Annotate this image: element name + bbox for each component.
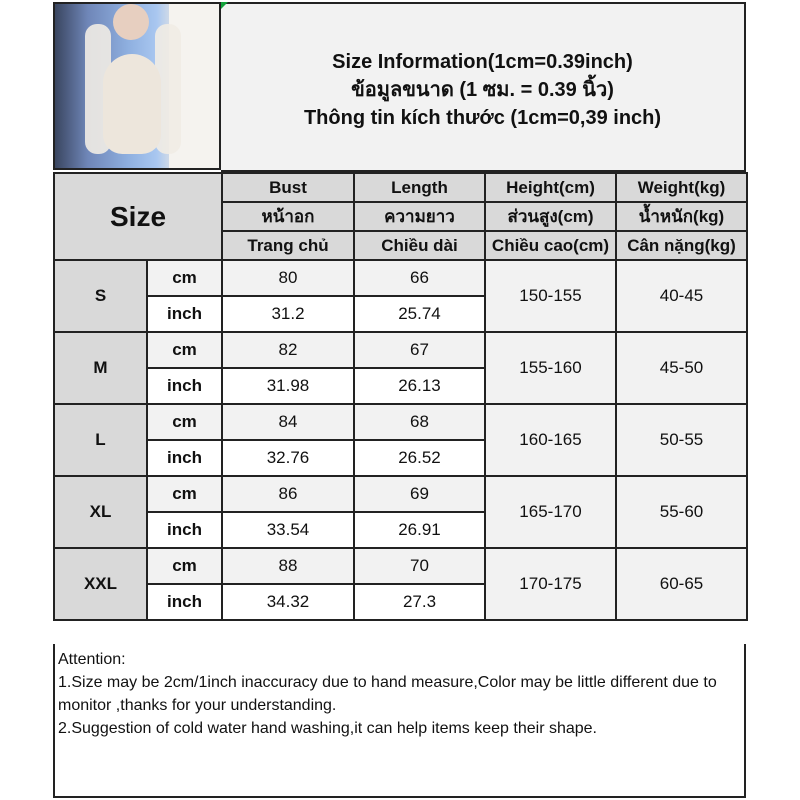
height-range: 150-155 <box>484 259 617 333</box>
size-label: M <box>53 331 148 405</box>
size-label: S <box>53 259 148 333</box>
height-range: 170-175 <box>484 547 617 621</box>
length-cm: 69 <box>353 475 486 513</box>
height-range: 155-160 <box>484 331 617 405</box>
note-1: 1.Size may be 2cm/1inch inaccuracy due t… <box>58 674 717 714</box>
title-line-th: ข้อมูลขนาด (1 ซม. = 0.39 นิ้ว) <box>351 79 614 101</box>
unit-cm: cm <box>146 259 223 297</box>
notes-heading: Attention: <box>58 651 126 668</box>
size-chart: Size Information(1cm=0.39inch) ข้อมูลขนา… <box>53 2 748 798</box>
bust-inch: 34.32 <box>221 583 355 621</box>
attention-notes: Attention: 1.Size may be 2cm/1inch inacc… <box>53 644 746 798</box>
unit-inch: inch <box>146 295 223 333</box>
weight-range: 40-45 <box>615 259 748 333</box>
comment-marker-icon <box>221 2 228 9</box>
size-table: Size Bust Length Height(cm) Weight(kg) ห… <box>53 172 748 621</box>
size-row-inch: inch 31.2 25.74 <box>54 295 747 333</box>
col-weight-en: Weight(kg) <box>615 172 748 203</box>
bust-cm: 82 <box>221 331 355 369</box>
length-cm: 67 <box>353 331 486 369</box>
length-inch: 26.91 <box>353 511 486 549</box>
height-range: 165-170 <box>484 475 617 549</box>
unit-inch: inch <box>146 367 223 405</box>
size-row-cm: L cm 84 68 160-165 50-55 <box>53 403 748 477</box>
size-row-inch: inch 33.54 26.91 <box>54 511 747 549</box>
bust-cm: 80 <box>221 259 355 297</box>
length-inch: 25.74 <box>353 295 486 333</box>
bust-cm: 88 <box>221 547 355 585</box>
product-photo <box>53 2 221 170</box>
header-row-th: หน้าอก ความยาว ส่วนสูง(cm) น้ำหนัก(kg) <box>54 201 748 232</box>
size-info-title: Size Information(1cm=0.39inch) ข้อมูลขนา… <box>221 2 746 172</box>
title-line-en: Size Information(1cm=0.39inch) <box>332 51 633 73</box>
bust-cm: 84 <box>221 403 355 441</box>
unit-inch: inch <box>146 511 223 549</box>
note-2: 2.Suggestion of cold water hand washing,… <box>58 720 597 737</box>
photo-dress <box>103 54 161 154</box>
weight-range: 45-50 <box>615 331 748 405</box>
size-label: L <box>53 403 148 477</box>
unit-cm: cm <box>146 475 223 513</box>
length-cm: 68 <box>353 403 486 441</box>
col-bust-th: หน้าอก <box>221 201 355 232</box>
unit-inch: inch <box>146 583 223 621</box>
header-row-vi: Trang chủ Chiều dài Chiều cao(cm) Cân nặ… <box>54 230 748 261</box>
length-inch: 26.52 <box>353 439 486 477</box>
col-weight-th: น้ำหนัก(kg) <box>615 201 748 232</box>
col-bust-vi: Trang chủ <box>221 230 355 261</box>
unit-cm: cm <box>146 403 223 441</box>
col-bust-en: Bust <box>221 172 355 203</box>
length-inch: 27.3 <box>353 583 486 621</box>
weight-range: 60-65 <box>615 547 748 621</box>
size-label: XL <box>53 475 148 549</box>
size-row-inch: inch 32.76 26.52 <box>54 439 747 477</box>
col-height-en: Height(cm) <box>484 172 617 203</box>
length-inch: 26.13 <box>353 367 486 405</box>
size-row-cm: S cm 80 66 150-155 40-45 <box>53 259 748 333</box>
unit-cm: cm <box>146 547 223 585</box>
size-row-cm: M cm 82 67 155-160 45-50 <box>53 331 748 405</box>
bust-cm: 86 <box>221 475 355 513</box>
size-row-inch: inch 31.98 26.13 <box>54 367 747 405</box>
size-row-cm: XXL cm 88 70 170-175 60-65 <box>53 547 748 621</box>
bust-inch: 33.54 <box>221 511 355 549</box>
col-height-vi: Chiều cao(cm) <box>484 230 617 261</box>
unit-inch: inch <box>146 439 223 477</box>
col-height-th: ส่วนสูง(cm) <box>484 201 617 232</box>
col-length-vi: Chiều dài <box>353 230 486 261</box>
size-label: XXL <box>53 547 148 621</box>
unit-cm: cm <box>146 331 223 369</box>
size-header: Size <box>53 172 223 261</box>
size-row-cm: XL cm 86 69 165-170 55-60 <box>53 475 748 549</box>
header-row-en: Size Bust Length Height(cm) Weight(kg) <box>53 172 748 261</box>
bust-inch: 32.76 <box>221 439 355 477</box>
weight-range: 55-60 <box>615 475 748 549</box>
bust-inch: 31.98 <box>221 367 355 405</box>
title-line-vi: Thông tin kích thước (1cm=0,39 inch) <box>303 107 662 129</box>
col-length-th: ความยาว <box>353 201 486 232</box>
length-cm: 70 <box>353 547 486 585</box>
col-weight-vi: Cân nặng(kg) <box>615 230 748 261</box>
bust-inch: 31.2 <box>221 295 355 333</box>
col-length-en: Length <box>353 172 486 203</box>
photo-head <box>113 4 149 40</box>
weight-range: 50-55 <box>615 403 748 477</box>
size-row-inch: inch 34.32 27.3 <box>54 583 747 621</box>
length-cm: 66 <box>353 259 486 297</box>
height-range: 160-165 <box>484 403 617 477</box>
